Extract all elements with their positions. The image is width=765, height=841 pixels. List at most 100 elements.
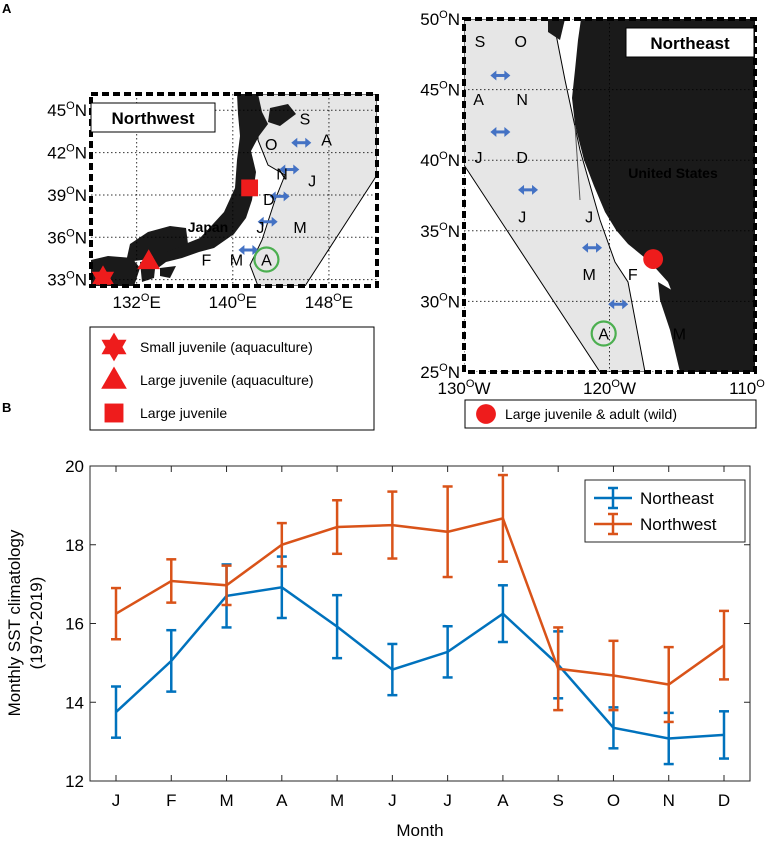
nw-legend-marker-0 [101, 332, 127, 362]
x-tick-label-2: M [219, 791, 233, 810]
northeast-legend-box [464, 399, 757, 429]
northwest-title-box [90, 102, 216, 133]
legend-label-northwest: Northwest [640, 515, 717, 534]
error-bar-northeast-5 [387, 642, 398, 697]
series-northwest [111, 473, 729, 724]
nw-migration-arrow-3 [257, 216, 278, 227]
north-america-landmass [548, 19, 755, 372]
ne-lon-tick-0: 130OW [438, 378, 491, 398]
y-tick-label-4: 20 [65, 457, 84, 476]
nw-migration-arrow-2 [269, 191, 290, 202]
legend-entry-northeast: Northeast [594, 486, 714, 510]
northwest-title: Northwest [111, 109, 194, 128]
ne-month-letter-9: F [628, 267, 638, 284]
nw-month-letter-2: O [265, 137, 277, 154]
x-tick-label-4: M [330, 791, 344, 810]
y-axis-label-line1: Monthly SST climatology [5, 529, 24, 716]
ne-circled-month-ring [590, 320, 617, 347]
ne-month-letter-8: M [582, 267, 595, 284]
northeast-title: Northeast [650, 34, 730, 53]
nw-site-triangle-1 [137, 249, 161, 270]
nw-month-letter-8: F [201, 253, 211, 270]
nw-lon-tick-0: 132OE [113, 292, 161, 312]
nw-month-letter-10: A [261, 253, 272, 270]
nw-legend-text-0: Small juvenile (aquaculture) [140, 339, 313, 355]
nw-month-letter-5: D [263, 192, 275, 209]
ne-month-letter-7: J [585, 209, 593, 226]
y-axis-label-line2: (1970-2019) [27, 577, 46, 670]
nw-circled-month-ring [253, 246, 280, 273]
x-axis-label: Month [396, 821, 443, 840]
northeast-study-region [464, 19, 646, 372]
nw-migration-arrow-4 [238, 245, 259, 255]
northwest-legend: Small juvenile (aquaculture) Large juveni… [89, 326, 375, 431]
panel-a-label: A [2, 1, 12, 16]
northeast-map: S O A N J D J J M F A M Northeast United States 25O… [420, 9, 765, 398]
nw-lat-tick-0: 33ON [47, 270, 87, 290]
ne-month-letter-0: S [475, 34, 486, 51]
error-bar-northwest-4 [332, 499, 343, 556]
ne-migration-arrow-0 [490, 70, 511, 81]
error-bar-northwest-9 [608, 639, 619, 712]
error-bar-northwest-0 [111, 586, 121, 641]
nw-site-hexagram-0 [91, 265, 115, 286]
nw-lat-tick-2: 39ON [47, 185, 87, 205]
error-bar-northeast-6 [442, 625, 453, 679]
error-bar-northwest-2 [221, 564, 232, 607]
ne-migration-arrow-2 [518, 184, 539, 195]
error-bar-northeast-4 [332, 593, 343, 660]
error-bar-northwest-8 [553, 626, 564, 712]
ne-lat-tick-1: 30ON [420, 291, 460, 311]
ne-month-letter-4: J [475, 150, 483, 167]
nw-month-letter-7: J [256, 220, 264, 237]
ne-month-letter-11: M [673, 327, 686, 344]
nw-lon-tick-1: 140OE [209, 292, 257, 312]
ne-lon-tick-2: 110OW [729, 378, 765, 398]
x-tick-label-1: F [166, 791, 176, 810]
chart-legend-box [584, 479, 746, 543]
x-tick-label-11: D [718, 791, 730, 810]
error-bar-northwest-10 [663, 645, 674, 724]
ne-month-letter-5: D [516, 150, 528, 167]
nw-legend-text-2: Large juvenile [140, 405, 227, 421]
error-bar-northeast-0 [111, 685, 121, 739]
chart-legend: Northeast Northwest [584, 479, 746, 543]
y-tick-label-0: 12 [65, 772, 84, 791]
northeast-legend: Large juvenile & adult (wild) [464, 399, 757, 429]
nw-site-square-2 [241, 179, 259, 197]
northwest-legend-box [89, 326, 375, 431]
ne-migration-arrow-1 [490, 126, 511, 137]
northeast-title-box [625, 27, 755, 58]
ne-lon-tick-1: 120OW [583, 378, 636, 398]
northeast-map-frame [462, 17, 757, 374]
y-tick-label-1: 14 [65, 693, 84, 712]
ne-migration-arrow-3 [582, 242, 603, 253]
nw-legend-text-1: Large juvenile (aquaculture) [140, 372, 314, 388]
ne-site-circle-0 [643, 249, 664, 269]
nw-month-letter-4: J [308, 173, 316, 190]
sst-chart: 12 14 16 18 20 J F M A M J J A S O N D Northeast Northwes… [5, 457, 751, 840]
x-tick-label-7: A [497, 791, 509, 810]
legend-entry-northwest: Northwest [594, 512, 717, 536]
nw-month-letter-6: M [293, 220, 306, 237]
ne-lat-tick-0: 25ON [420, 362, 460, 382]
ne-legend-marker-0 [476, 404, 496, 424]
nw-month-letter-0: S [300, 111, 311, 128]
series-line-northwest [115, 516, 725, 686]
error-bar-northwest-6 [442, 485, 453, 579]
series-line-northeast [115, 585, 725, 740]
y-tick-label-3: 18 [65, 536, 84, 555]
ne-month-letter-1: O [515, 34, 527, 51]
nw-lat-tick-1: 36ON [47, 227, 87, 247]
ne-month-letter-2: A [473, 92, 484, 109]
ne-month-letter-6: J [518, 209, 526, 226]
x-tick-label-0: J [112, 791, 121, 810]
japan-label: Japan [188, 219, 228, 235]
error-bar-northwest-7 [497, 473, 508, 563]
nw-month-letter-3: N [276, 166, 288, 183]
y-tick-label-2: 16 [65, 615, 84, 634]
error-bar-northwest-1 [166, 558, 177, 604]
error-bar-northwest-3 [276, 521, 287, 568]
ne-month-letter-10: A [598, 327, 609, 344]
nw-lon-tick-2: 148OE [305, 292, 353, 312]
